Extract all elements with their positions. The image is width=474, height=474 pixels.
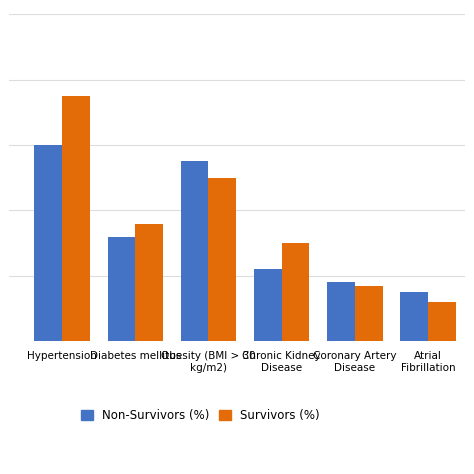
Bar [34,145,62,341]
Bar [254,269,282,341]
Bar [428,302,456,341]
Bar [209,178,236,341]
Bar [181,162,209,341]
Bar [327,283,355,341]
Bar [62,96,90,341]
Bar [108,237,135,341]
Bar [355,286,383,341]
Bar [282,243,310,341]
Bar [135,224,163,341]
Legend: Non-Survivors (%), Survivors (%): Non-Survivors (%), Survivors (%) [76,404,325,427]
Bar [400,292,428,341]
